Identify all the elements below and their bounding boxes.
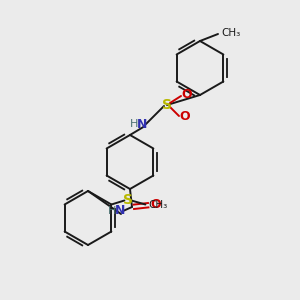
- Text: S: S: [162, 98, 172, 112]
- Text: N: N: [137, 118, 147, 130]
- Text: H: H: [130, 119, 138, 129]
- Text: O: O: [151, 197, 161, 211]
- Text: N: N: [115, 205, 125, 218]
- Text: CH₃: CH₃: [148, 200, 168, 209]
- Text: O: O: [182, 88, 192, 101]
- Text: O: O: [180, 110, 190, 124]
- Text: CH₃: CH₃: [221, 28, 240, 38]
- Text: H: H: [108, 206, 116, 216]
- Text: S: S: [123, 193, 134, 206]
